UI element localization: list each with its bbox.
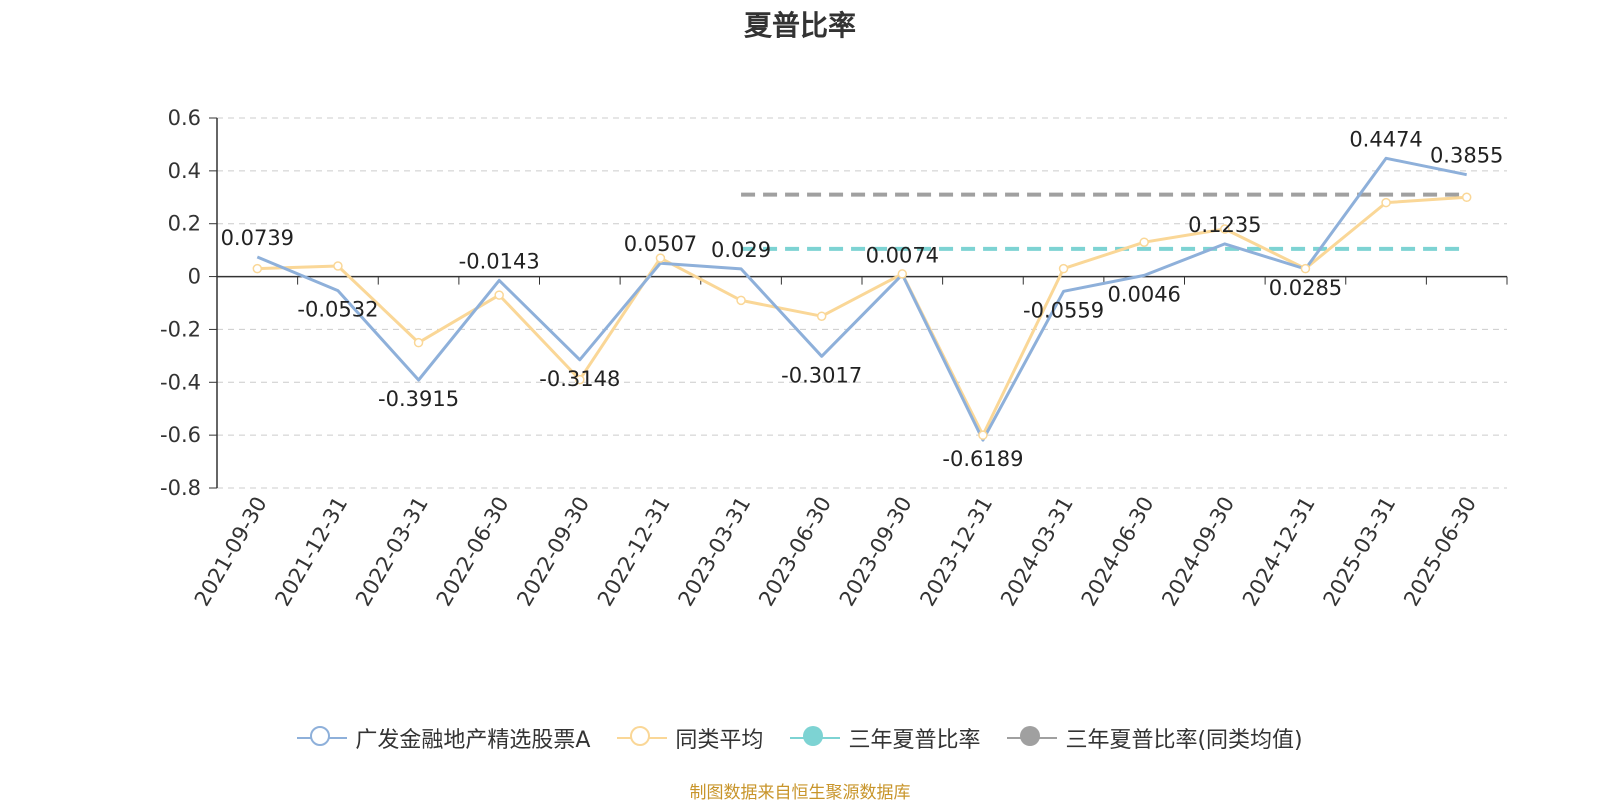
x-tick-label: 2025-03-31	[1319, 493, 1401, 611]
data-point	[1058, 263, 1069, 274]
x-tick-label: 2022-12-31	[593, 493, 675, 611]
data-point	[252, 263, 263, 274]
data-label: 0.0739	[221, 226, 294, 250]
data-label: 0.029	[711, 238, 771, 262]
data-point	[1381, 197, 1391, 208]
data-label: -0.6189	[942, 447, 1023, 471]
legend-hollow-circle-icon	[297, 725, 348, 751]
y-tick-label: -0.8	[160, 476, 201, 500]
series-line	[256, 156, 1467, 442]
data-point	[1461, 192, 1472, 203]
y-tick-label: -0.2	[160, 317, 201, 341]
data-label: 0.0507	[624, 232, 697, 256]
x-tick-label: 2025-06-30	[1399, 493, 1481, 611]
legend-item-three-year-sharpe-peer[interactable]: 三年夏普比率(同类均值)	[1007, 722, 1303, 754]
x-tick-label: 2023-12-31	[915, 493, 997, 611]
chart-title: 夏普比率	[743, 9, 856, 42]
data-label: -0.0143	[459, 249, 540, 273]
data-source-note: 制图数据来自恒生聚源数据库	[689, 783, 911, 803]
x-tick-label: 2024-12-31	[1238, 493, 1320, 611]
y-tick-label: 0.6	[168, 106, 201, 130]
data-label: 0.4474	[1349, 127, 1422, 151]
data-label: 0.0285	[1269, 276, 1342, 300]
x-tick-label: 2024-03-31	[996, 493, 1078, 611]
data-point	[1139, 237, 1149, 247]
legend-filled-circle-icon	[790, 725, 841, 751]
x-tick-label: 2022-09-30	[512, 493, 594, 611]
x-tick-label: 2021-09-30	[190, 493, 272, 611]
data-point	[978, 430, 988, 440]
x-tick-label: 2022-06-30	[432, 493, 514, 611]
data-point	[897, 269, 908, 279]
legend-label: 三年夏普比率	[848, 728, 981, 753]
series-line	[257, 195, 1467, 437]
data-label: 0.0046	[1107, 282, 1180, 306]
legend-filled-circle-icon	[1007, 725, 1058, 751]
data-label: 0.1235	[1188, 213, 1261, 237]
x-tick-label: 2024-09-30	[1157, 493, 1239, 611]
data-point	[494, 290, 504, 300]
legend-label: 同类平均	[675, 728, 764, 753]
data-point	[1300, 263, 1311, 274]
legend-hollow-circle-icon	[617, 725, 668, 751]
data-label: 0.3855	[1430, 144, 1503, 168]
data-point	[575, 374, 585, 385]
data-label: 0.0074	[866, 244, 939, 268]
data-point	[655, 253, 666, 263]
x-tick-label: 2021-12-31	[270, 493, 352, 611]
y-tick-label: 0.2	[168, 212, 201, 236]
y-tick-label: -0.6	[160, 423, 201, 447]
x-tick-label: 2023-03-31	[674, 493, 756, 611]
x-tick-label: 2023-09-30	[835, 493, 917, 611]
data-point	[816, 311, 827, 321]
data-point	[413, 337, 424, 348]
legend-label: 三年夏普比率(同类均值)	[1065, 728, 1303, 753]
sharpe-ratio-chart: 0.6 0.4 0.2 0 -0.2 -0.4 -0.6 -0.82021-09-302021…	[160, 106, 1508, 611]
legend-item-three-year-sharpe[interactable]: 三年夏普比率	[790, 722, 980, 754]
legend: 广发金融地产精选股票A 同类平均 三年夏普比率 三年夏普比率(同类均值)	[0, 722, 1600, 757]
data-point	[736, 295, 746, 306]
data-label: -0.3017	[781, 363, 862, 387]
x-tick-label: 2023-06-30	[754, 493, 836, 611]
legend-item-fund[interactable]: 广发金融地产精选股票A	[297, 722, 590, 754]
data-label: -0.0559	[1023, 298, 1104, 322]
y-tick-label: -0.4	[160, 370, 201, 394]
x-tick-label: 2024-06-30	[1077, 493, 1159, 611]
y-tick-label: 0.4	[168, 159, 201, 183]
legend-label: 广发金融地产精选股票A	[355, 728, 591, 753]
data-point	[1220, 224, 1230, 234]
data-label: -0.3148	[539, 367, 620, 391]
x-tick-label: 2022-03-31	[351, 493, 433, 611]
legend-item-peer-average[interactable]: 同类平均	[617, 722, 763, 754]
data-point	[333, 261, 343, 271]
data-label: -0.0532	[297, 298, 378, 322]
y-tick-label: 0	[188, 265, 201, 289]
data-label: -0.3915	[378, 387, 459, 411]
